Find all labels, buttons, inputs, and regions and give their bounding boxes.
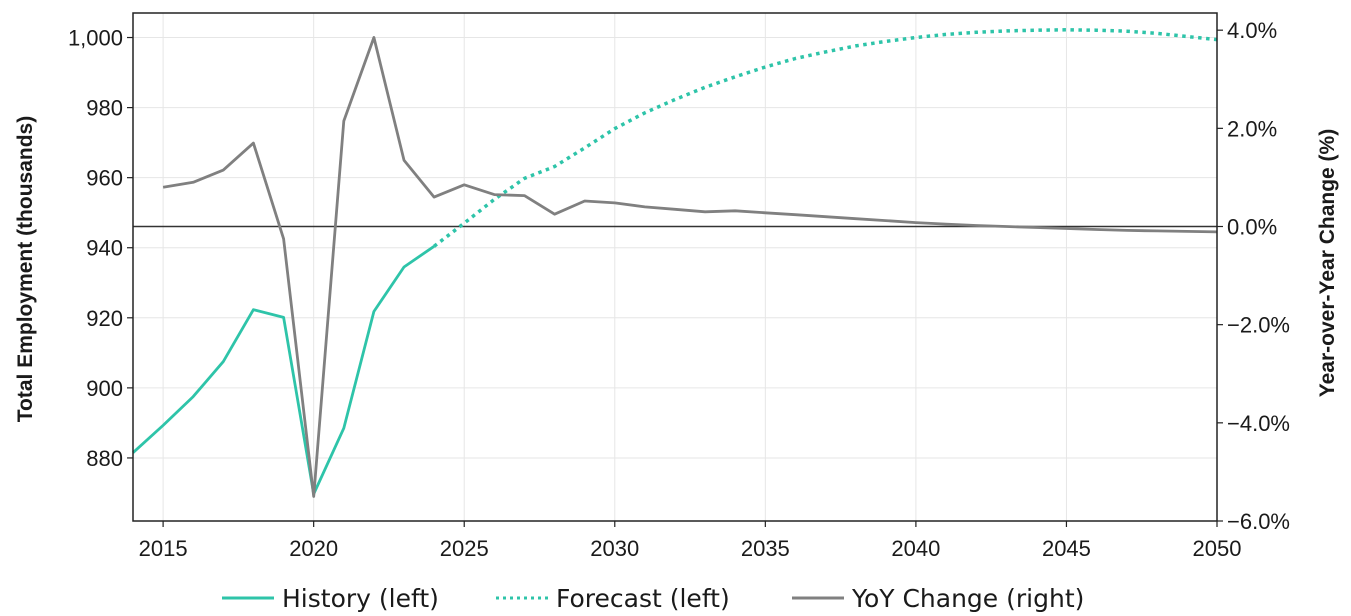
y-left-tick-label: 940 xyxy=(86,236,123,261)
x-tick-label: 2030 xyxy=(590,536,639,561)
x-tick-label: 2025 xyxy=(440,536,489,561)
y-right-tick-label: −6.0% xyxy=(1227,509,1290,534)
y-left-tick-label: 920 xyxy=(86,306,123,331)
y-left-tick-label: 880 xyxy=(86,446,123,471)
legend-forecast-label: Forecast (left) xyxy=(556,584,730,613)
y-axis-right-title: Year-over-Year Change (%) xyxy=(1316,129,1339,397)
y-left-tick-label: 980 xyxy=(86,96,123,121)
x-tick-label: 2045 xyxy=(1042,536,1091,561)
y-right-tick-label: −4.0% xyxy=(1227,411,1290,436)
legend-yoy-label: YoY Change (right) xyxy=(851,584,1084,613)
y-right-tick-label: 0.0% xyxy=(1227,215,1277,240)
y-axis-left-title: Total Employment (thousands) xyxy=(14,116,37,422)
yoy-change-line xyxy=(162,36,1218,498)
x-tick-label: 2020 xyxy=(289,536,338,561)
x-tick-label: 2050 xyxy=(1193,536,1242,561)
legend-history-label: History (left) xyxy=(282,584,439,613)
y-left-tick-label: 900 xyxy=(86,376,123,401)
gridlines xyxy=(133,13,1218,521)
y-left-tick-label: 1,000 xyxy=(68,26,123,51)
y-right-tick-label: −2.0% xyxy=(1227,313,1290,338)
y-right-tick-label: 4.0% xyxy=(1227,18,1277,43)
x-tick-label: 2015 xyxy=(139,536,188,561)
plot-frame xyxy=(132,12,1218,522)
series-lines xyxy=(132,28,1218,498)
y-right-tick-label: 2.0% xyxy=(1227,116,1277,141)
history-line xyxy=(132,245,435,496)
axis-ticks: 2015 2020 2025 2030 2035 2040 2045 2050 880 900 92… xyxy=(68,18,1290,561)
legend: History (left) Forecast (left) YoY Chang… xyxy=(222,584,1084,613)
forecast-line xyxy=(433,28,1218,248)
x-tick-label: 2035 xyxy=(741,536,790,561)
x-tick-label: 2040 xyxy=(891,536,940,561)
y-left-tick-label: 960 xyxy=(86,166,123,191)
